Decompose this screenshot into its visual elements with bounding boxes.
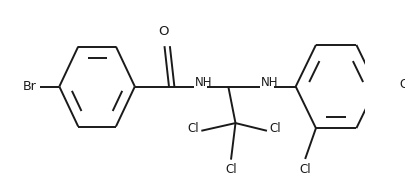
Text: Cl: Cl [187, 122, 198, 135]
Text: Cl: Cl [269, 122, 281, 135]
Text: Cl: Cl [298, 163, 310, 176]
Text: O: O [158, 25, 168, 38]
Text: Br: Br [23, 80, 37, 93]
Text: NH: NH [194, 76, 212, 89]
Text: Cl: Cl [398, 78, 405, 91]
Text: Cl: Cl [225, 163, 236, 176]
Text: NH: NH [260, 76, 277, 89]
